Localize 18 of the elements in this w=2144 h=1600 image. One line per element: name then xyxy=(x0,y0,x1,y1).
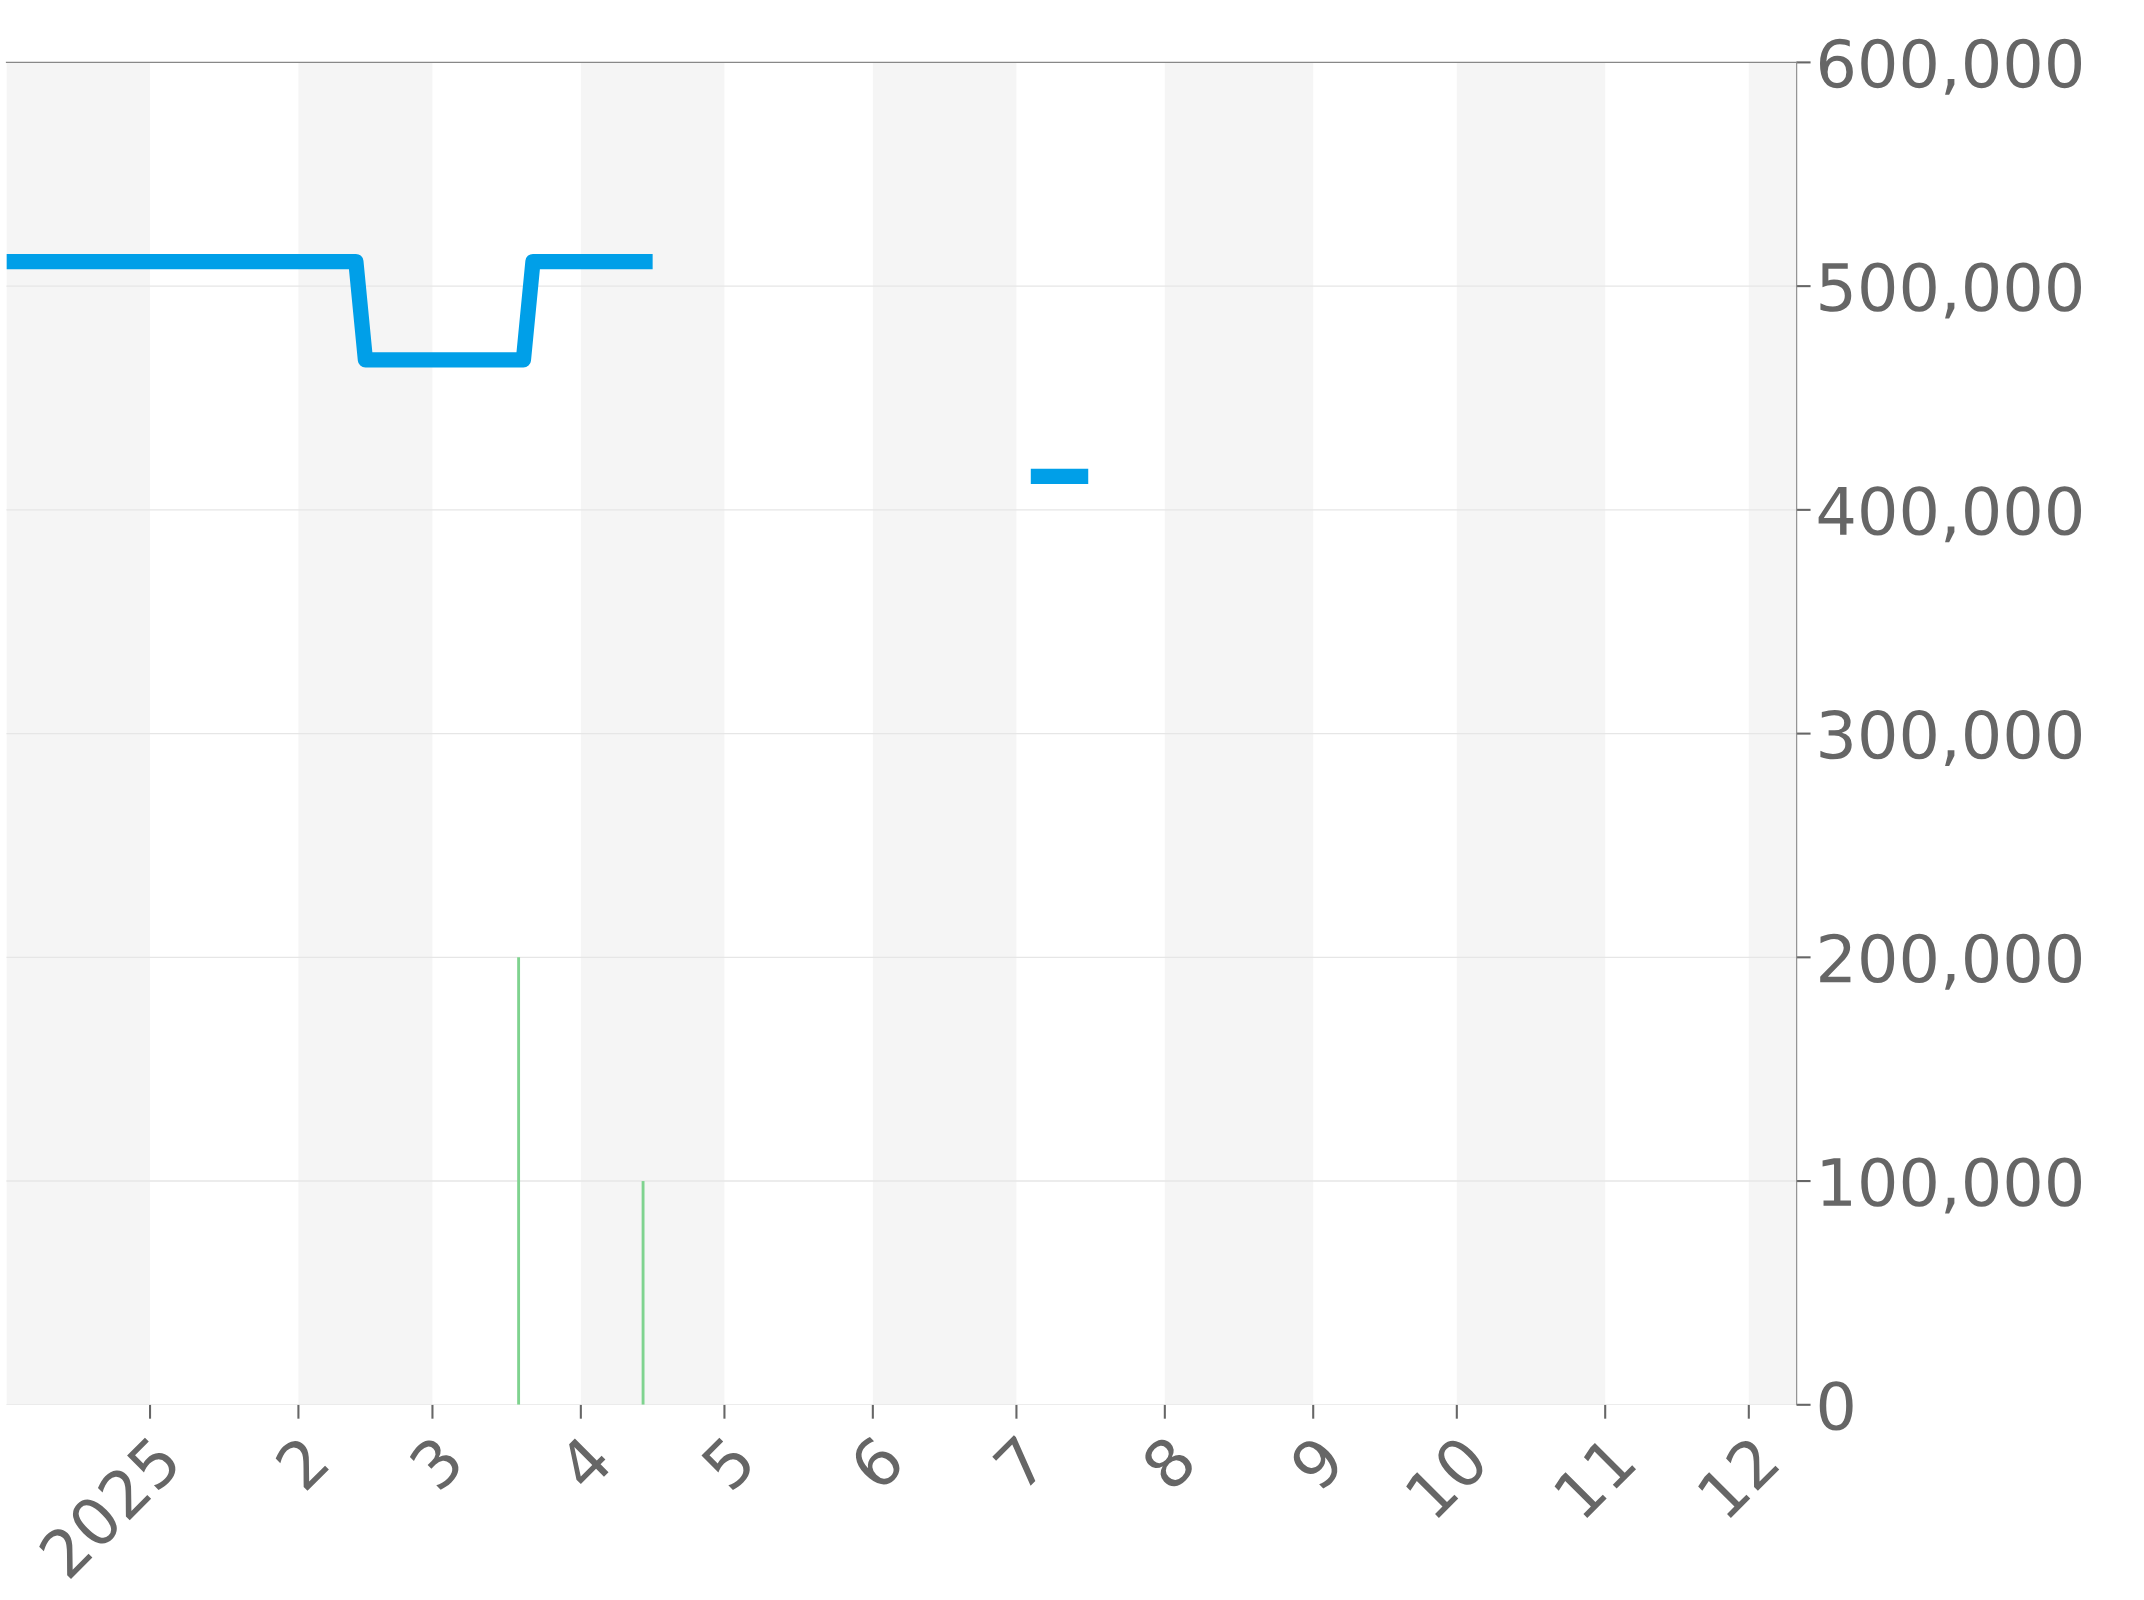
x-tick-label: 3 xyxy=(407,1434,465,1492)
x-tick-label: 9 xyxy=(1287,1433,1346,1492)
y-tick-label: 200,000 xyxy=(1820,933,2082,990)
x-tick-label: 11 xyxy=(1552,1435,1637,1519)
y-tick-label: 0 xyxy=(1819,1381,1853,1431)
x-tick-label: 12 xyxy=(1695,1435,1780,1519)
y-tick-label: 300,000 xyxy=(1820,709,2082,766)
y-tick-label: 400,000 xyxy=(1818,486,2082,543)
x-tick-label: 8 xyxy=(1139,1433,1198,1492)
y-tick-label: 500,000 xyxy=(1820,262,2082,319)
x-tick-label: 2 xyxy=(273,1435,329,1491)
x-tick-label: 7 xyxy=(992,1435,1048,1491)
x-tick-label: 5 xyxy=(700,1435,757,1492)
y-tick-label: 600,000 xyxy=(1819,38,2082,95)
x-tick-label: 10 xyxy=(1403,1433,1490,1520)
x-tick-label: 6 xyxy=(847,1433,906,1492)
x-tick-label: 4 xyxy=(555,1433,614,1492)
y-tick-label: 100,000 xyxy=(1822,1157,2082,1214)
